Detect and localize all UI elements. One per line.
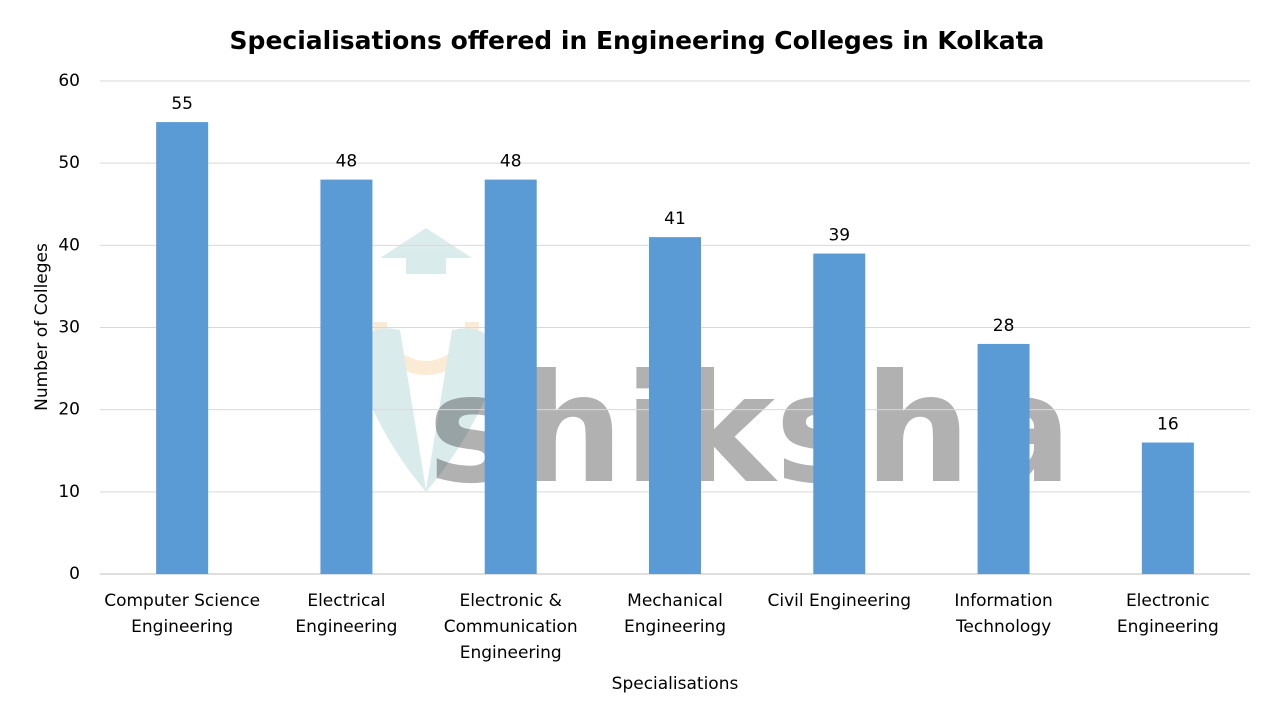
- y-tick-label: 60: [58, 71, 80, 91]
- x-axis-title: Specialisations: [612, 674, 739, 694]
- x-tick-label: Civil Engineering: [767, 591, 912, 611]
- bar: [484, 179, 537, 574]
- y-tick-label: 10: [58, 482, 80, 502]
- x-tick-label: Electronic & Communication Engineering: [443, 591, 578, 663]
- y-tick-label: 30: [58, 318, 80, 338]
- data-label: 48: [336, 152, 358, 172]
- bar: [156, 122, 209, 574]
- watermark-logo: [356, 228, 498, 492]
- data-label: 55: [171, 94, 193, 114]
- y-tick-label: 20: [58, 400, 80, 420]
- data-label: 48: [500, 152, 522, 172]
- x-tick-label: Mechanical Engineering: [624, 591, 726, 637]
- y-tick-label: 50: [58, 153, 80, 173]
- bar: [813, 253, 866, 575]
- x-tick-label: Computer Science Engineering: [104, 591, 261, 637]
- chart-title: Specialisations offered in Engineering C…: [230, 26, 1045, 55]
- data-label: 39: [828, 226, 850, 246]
- data-label: 16: [1157, 415, 1179, 435]
- y-tick-label: 40: [58, 235, 80, 255]
- x-tick-label: Electrical Engineering: [295, 591, 398, 637]
- x-tick-label: Information Technology: [954, 591, 1053, 637]
- y-axis-title: Number of Colleges: [32, 243, 52, 411]
- bar: [1141, 442, 1194, 574]
- data-label: 41: [664, 209, 686, 229]
- data-label: 28: [993, 316, 1015, 336]
- x-tick-label: Electronic Engineering: [1116, 591, 1219, 637]
- bar: [649, 237, 701, 574]
- bar: [977, 343, 1030, 574]
- bar: [320, 179, 373, 574]
- y-tick-label: 0: [69, 564, 80, 584]
